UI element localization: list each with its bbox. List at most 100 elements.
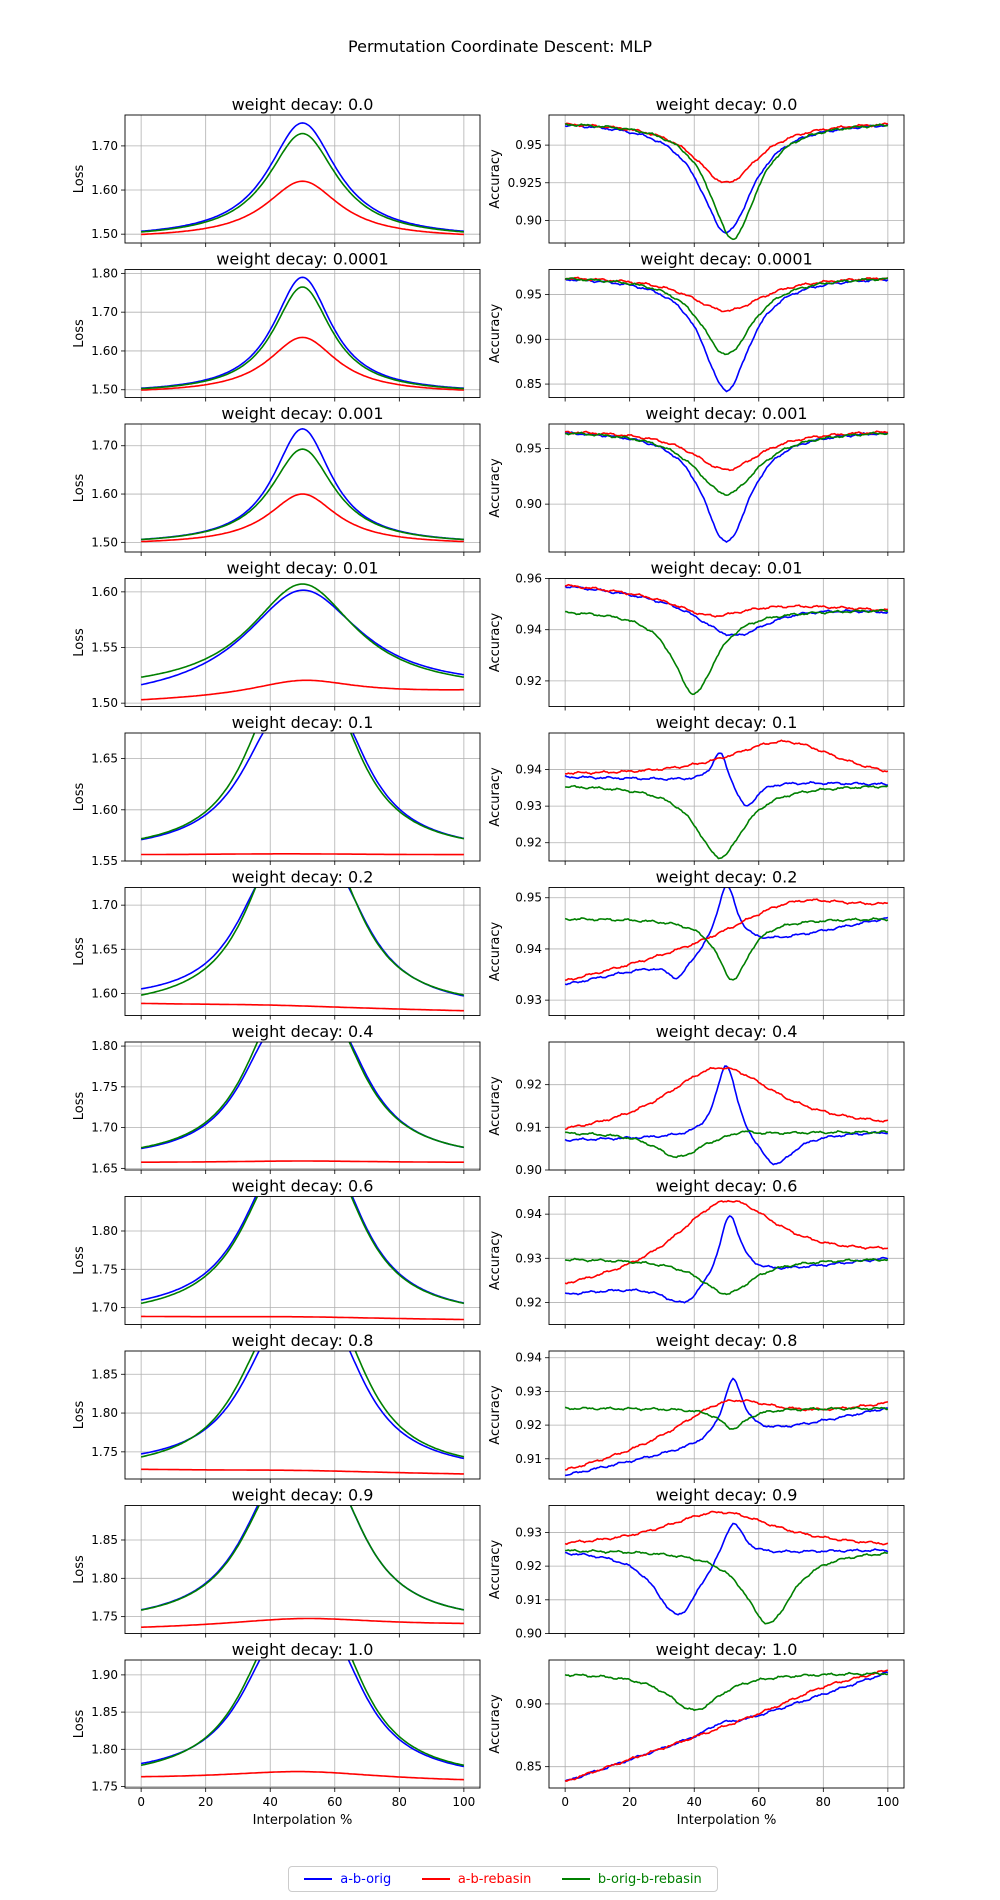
series-line-b-orig-b-rebasin [564, 431, 889, 497]
panel-5: 1.50 1.60 1.70 weight decay: 0.001 Loss [72, 404, 481, 556]
panel-14: 0.90 0.91 0.92 weight decay: 0.4 Accuracy [488, 1022, 905, 1177]
panel-title: weight decay: 0.001 [645, 404, 807, 423]
y-tick-label: 0.92 [515, 836, 542, 850]
series-line-b-orig-b-rebasin [140, 733, 465, 840]
y-axis-label: Accuracy [488, 304, 503, 364]
y-tick-label: 1.80 [91, 266, 118, 280]
axes-frame [548, 114, 905, 244]
panel-title: weight decay: 0.4 [232, 1022, 374, 1041]
series-line-a-b-rebasin [141, 1315, 464, 1321]
panel-title: weight decay: 0.2 [232, 868, 374, 887]
y-axis-label: Loss [72, 165, 87, 194]
series-line-a-b-rebasin [141, 853, 464, 856]
y-axis-label: Loss [72, 1401, 87, 1430]
y-axis-label: Loss [72, 474, 87, 503]
series-line-b-orig-b-rebasin [140, 1042, 465, 1149]
legend-item-a-b-rebasin: a-b-rebasin [421, 1872, 531, 1887]
axes-frame [124, 1196, 481, 1325]
y-tick-label: 0.92 [515, 1559, 542, 1573]
panel-7: 1.50 1.55 1.60 weight decay: 0.01 Loss [72, 559, 481, 711]
y-tick-label: 0.90 [515, 332, 542, 346]
panel-1: 1.50 1.60 1.70 weight decay: 0.0 Loss [72, 95, 481, 247]
y-tick-label: 0.94 [515, 623, 542, 637]
y-tick-label: 0.925 [508, 176, 542, 190]
y-axis-label: Accuracy [488, 149, 503, 209]
series-line-b-orig-b-rebasin [140, 1505, 465, 1611]
y-tick-label: 0.93 [515, 993, 542, 1007]
y-tick-label: 0.85 [515, 1760, 542, 1774]
y-tick-label: 1.75 [91, 1445, 118, 1459]
panel-6: 0.90 0.95 weight decay: 0.001 Accuracy [488, 404, 905, 556]
y-tick-label: 1.80 [91, 1224, 118, 1238]
y-axis-label: Accuracy [488, 613, 503, 673]
series-line-a-b-rebasin [565, 739, 889, 776]
series-line-b-orig-b-rebasin [140, 1196, 465, 1305]
series-line-a-b-orig [141, 122, 464, 233]
panel-title: weight decay: 1.0 [232, 1640, 374, 1659]
y-axis-label: Loss [72, 783, 87, 812]
y-axis-label: Loss [72, 1246, 87, 1275]
y-tick-label: 1.70 [91, 1121, 118, 1135]
axes-frame [124, 114, 481, 244]
y-tick-label: 0.90 [515, 1627, 542, 1641]
axes-frame [124, 1505, 481, 1634]
y-tick-label: 1.60 [91, 487, 118, 501]
series-line-a-b-orig [564, 1215, 889, 1304]
series-line-a-b-rebasin [141, 493, 464, 543]
panel-title: weight decay: 0.2 [656, 868, 798, 887]
y-tick-label: 0.95 [515, 891, 542, 905]
panel-9: 1.55 1.60 1.65 weight decay: 0.1 Loss [72, 713, 481, 868]
axes-frame [548, 1196, 905, 1325]
y-tick-label: 1.75 [91, 1780, 118, 1794]
axes-frame [548, 578, 905, 707]
y-tick-label: 1.70 [91, 1301, 118, 1315]
legend-swatch-b-orig-b-rebasin [561, 1878, 590, 1880]
panel-16: 0.92 0.93 0.94 weight decay: 0.6 Accuracy [488, 1177, 905, 1329]
x-tick-label: 100 [452, 1795, 475, 1809]
legend-swatch-a-b-orig [304, 1878, 333, 1880]
panel-title: weight decay: 0.6 [656, 1177, 798, 1196]
y-axis-label: Accuracy [488, 1076, 503, 1136]
series-line-a-b-orig [140, 733, 465, 841]
y-tick-label: 1.70 [91, 439, 118, 453]
panel-11: 1.60 1.65 1.70 weight decay: 0.2 Loss [72, 868, 481, 1020]
series-line-b-orig-b-rebasin [565, 608, 889, 696]
y-tick-label: 0.94 [515, 1207, 542, 1221]
series-line-b-orig-b-rebasin [140, 887, 465, 996]
x-tick-label: 60 [751, 1795, 766, 1809]
y-axis-label: Loss [72, 628, 87, 657]
legend-item-a-b-orig: a-b-orig [304, 1872, 391, 1887]
y-tick-label: 0.90 [515, 213, 542, 227]
series-line-a-b-orig [141, 276, 464, 389]
panel-15: 1.70 1.75 1.80 weight decay: 0.6 Loss [72, 1177, 481, 1329]
x-tick-label: 60 [327, 1795, 342, 1809]
series-line-a-b-orig [565, 1377, 888, 1477]
y-tick-label: 1.55 [91, 641, 118, 655]
series-line-a-b-orig [564, 277, 889, 393]
series-line-b-orig-b-rebasin [564, 1406, 888, 1430]
x-tick-label: 40 [263, 1795, 278, 1809]
axes-frame [124, 732, 481, 862]
y-tick-label: 0.95 [515, 441, 542, 455]
x-tick-label: 0 [561, 1795, 569, 1809]
y-tick-label: 1.85 [91, 1533, 118, 1547]
axes-frame [124, 1041, 481, 1171]
axes-frame [124, 887, 481, 1016]
series-line-a-b-rebasin [564, 1510, 889, 1546]
x-tick-label: 20 [622, 1795, 637, 1809]
y-tick-label: 1.65 [91, 1161, 118, 1175]
y-tick-label: 1.85 [91, 1367, 118, 1381]
x-tick-label: 0 [137, 1795, 145, 1809]
panel-title: weight decay: 0.1 [656, 713, 798, 732]
series-line-a-b-orig [564, 887, 889, 986]
panel-title: weight decay: 0.0 [232, 95, 374, 114]
legend-label-a-b-orig: a-b-orig [340, 1871, 392, 1887]
series-line-a-b-rebasin [141, 336, 464, 391]
series-line-a-b-rebasin [141, 180, 464, 236]
y-tick-label: 0.91 [515, 1452, 542, 1466]
axes-frame [548, 423, 905, 553]
y-axis-label: Accuracy [488, 458, 503, 518]
y-tick-label: 1.60 [91, 803, 118, 817]
y-tick-label: 1.80 [91, 1406, 118, 1420]
axes-frame [548, 732, 905, 862]
